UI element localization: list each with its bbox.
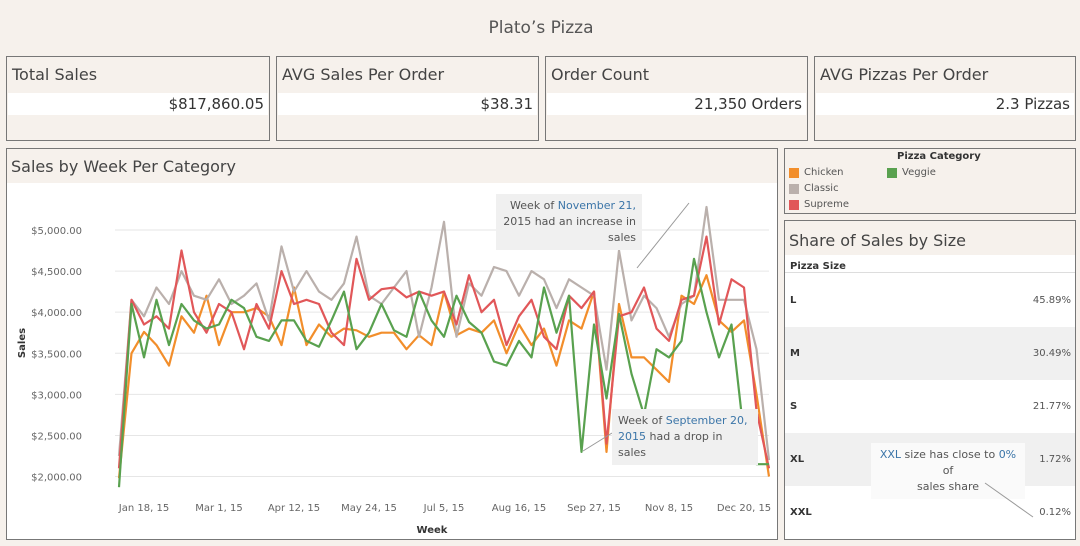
sales-line-chart[interactable]: $2,000.00 $2,500.00 $3,000.00 $3,500.00 $4,0… <box>7 183 777 539</box>
size-column-header: Pizza Size <box>790 261 846 272</box>
x-tick-label: Jan 18, 15 <box>118 503 169 514</box>
annotation-text: Week of <box>618 414 666 427</box>
y-tick-label: $2,000.00 <box>31 473 82 484</box>
legend-label: Chicken <box>804 167 844 178</box>
annotation-connector-drop <box>582 432 613 452</box>
kpi-order-count[interactable]: Order Count 21,350 Orders <box>545 56 808 141</box>
x-tick-label: Sep 27, 15 <box>567 503 621 514</box>
annotation-connector-increase <box>636 202 690 269</box>
kpi-value: 2.3 Pizzas <box>816 93 1074 115</box>
size-row-m[interactable]: M 30.49% <box>785 327 1075 380</box>
y-tick-label: $3,000.00 <box>31 390 82 401</box>
size-share: 30.49% <box>1032 348 1071 359</box>
legend-item-classic[interactable]: Classic <box>789 183 839 194</box>
legend-label: Classic <box>804 183 839 194</box>
size-share: 21.77% <box>1032 401 1071 412</box>
annotation-text: sales share <box>916 480 979 493</box>
dashboard-title: Plato’s Pizza <box>6 6 1076 50</box>
panel-title: Sales by Week Per Category <box>7 149 777 183</box>
y-tick-label: $2,500.00 <box>31 431 82 442</box>
legend-item-supreme[interactable]: Supreme <box>789 199 849 210</box>
share-by-size-panel: Share of Sales by Size Pizza Size L 45.8… <box>784 220 1076 540</box>
annotation-text: had a drop in sales <box>618 430 723 459</box>
x-tick-label: Nov 8, 15 <box>645 503 693 514</box>
kpi-value: $817,860.05 <box>8 93 268 115</box>
annotation-xxl: XXL size has close to 0% of sales share <box>871 443 1025 499</box>
dashboard-title-text: Plato’s Pizza <box>488 18 594 38</box>
annotation-highlight: 0% <box>998 448 1017 461</box>
x-tick-label: May 24, 15 <box>341 503 397 514</box>
size-label: L <box>790 295 797 306</box>
size-label: S <box>790 401 798 412</box>
size-label: M <box>790 348 800 359</box>
kpi-avg-sales-per-order[interactable]: AVG Sales Per Order $38.31 <box>276 56 539 141</box>
kpi-value: 21,350 Orders <box>547 93 806 115</box>
legend-swatch <box>789 199 799 210</box>
kpi-label: Order Count <box>551 65 650 84</box>
kpi-value: $38.31 <box>278 93 537 115</box>
x-tick-label: Dec 20, 15 <box>717 503 771 514</box>
annotation-text: size has close to <box>901 448 999 461</box>
y-tick-label: $3,500.00 <box>31 349 82 360</box>
legend-swatch <box>887 167 897 178</box>
series-line-veggie <box>117 257 769 488</box>
size-row-l[interactable]: L 45.89% <box>785 274 1075 327</box>
x-tick-label: Mar 1, 15 <box>195 503 243 514</box>
legend-label: Supreme <box>804 199 849 210</box>
kpi-total-sales[interactable]: Total Sales $817,860.05 <box>6 56 270 141</box>
x-tick-label: Apr 12, 15 <box>268 503 320 514</box>
annotation-text: of <box>942 464 954 477</box>
y-axis-title: Sales <box>17 328 28 358</box>
legend-swatch <box>789 183 799 194</box>
x-axis-title: Week <box>417 525 448 536</box>
annotation-date: November 21, <box>557 199 636 212</box>
size-label: XXL <box>790 507 812 518</box>
size-share: 45.89% <box>1032 295 1071 306</box>
legend-item-chicken[interactable]: Chicken <box>789 167 844 178</box>
kpi-label: AVG Pizzas Per Order <box>820 65 989 84</box>
annotation-highlight: XXL <box>879 448 902 461</box>
legend-title: Pizza Category <box>897 151 981 162</box>
panel-title: Share of Sales by Size <box>785 221 1075 255</box>
x-tick-label: Jul 5, 15 <box>423 503 465 514</box>
category-legend: Pizza Category Chicken Classic Supreme V… <box>784 148 1076 214</box>
size-share: 1.72% <box>1039 454 1071 465</box>
kpi-avg-pizzas-per-order[interactable]: AVG Pizzas Per Order 2.3 Pizzas <box>814 56 1076 141</box>
size-table-header: Pizza Size <box>785 255 1075 273</box>
annotation-drop: Week of September 20, 2015 had a drop in… <box>612 409 758 465</box>
y-tick-label: $4,500.00 <box>31 267 82 278</box>
x-tick-label: Aug 16, 15 <box>492 503 547 514</box>
y-tick-label: $4,000.00 <box>31 308 82 319</box>
annotation-text: 2015 had an increase in sales <box>503 215 636 244</box>
size-label: XL <box>790 454 805 465</box>
size-row-s[interactable]: S 21.77% <box>785 380 1075 433</box>
y-tick-label: $5,000.00 <box>31 226 82 237</box>
series-line-classic <box>117 205 771 461</box>
annotation-date: 2015 <box>618 430 646 443</box>
legend-label: Veggie <box>902 167 936 178</box>
sales-by-week-panel: Sales by Week Per Category $2,000.00 $2,5… <box>6 148 778 540</box>
legend-item-veggie[interactable]: Veggie <box>887 167 936 178</box>
size-share: 0.12% <box>1039 507 1071 518</box>
annotation-increase: Week of November 21, 2015 had an increas… <box>496 194 642 250</box>
kpi-label: Total Sales <box>12 65 98 84</box>
annotation-date: September 20, <box>665 414 748 427</box>
annotation-text: Week of <box>510 199 558 212</box>
kpi-label: AVG Sales Per Order <box>282 65 445 84</box>
legend-swatch <box>789 167 799 178</box>
